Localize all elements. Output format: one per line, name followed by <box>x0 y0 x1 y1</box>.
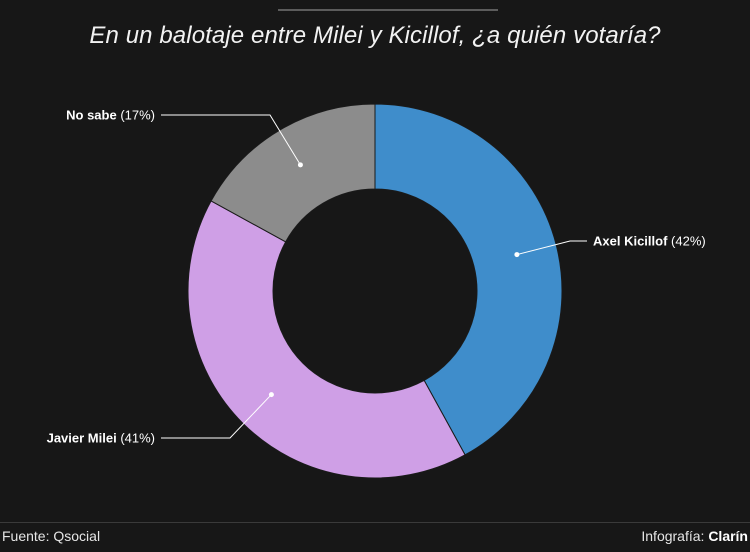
leader-line <box>161 114 301 166</box>
slice-label-name: Axel Kicillof <box>593 234 668 249</box>
credit-prefix: Infografía: <box>641 528 709 544</box>
footer-rule <box>0 522 750 523</box>
leader-line <box>161 394 272 439</box>
slice-no-sabe <box>210 103 376 243</box>
credit-brand: Clarín <box>708 528 748 544</box>
slice-label-name: Javier Milei <box>47 431 117 446</box>
slice-label: Javier Milei (41%) <box>47 431 155 446</box>
chart-title: En un balotaje entre Milei y Kicillof, ¿… <box>89 22 661 49</box>
slice-labels: Axel Kicillof (42%) Javier Milei (41%) No … <box>47 108 706 446</box>
slice-label-value: (41%) <box>117 431 155 446</box>
slice-label: No sabe (17%) <box>66 108 155 123</box>
source-note: Fuente: Qsocial <box>2 528 101 544</box>
donut-slices <box>187 103 563 479</box>
slice-label-value: (17%) <box>117 108 155 123</box>
leader-dot <box>297 162 303 168</box>
top-rule <box>278 9 498 11</box>
slice-label-value: (42%) <box>667 234 705 249</box>
leader-line <box>516 240 587 256</box>
infographic-credit: Infografía: Clarín <box>641 528 748 544</box>
slice-axel-kicillof <box>374 103 563 456</box>
leader-dot <box>514 252 520 258</box>
slice-javier-milei <box>187 200 466 479</box>
slice-label: Axel Kicillof (42%) <box>593 234 706 249</box>
slice-label-name: No sabe <box>66 108 117 123</box>
leader-lines <box>161 114 587 439</box>
leader-dot <box>268 392 274 398</box>
